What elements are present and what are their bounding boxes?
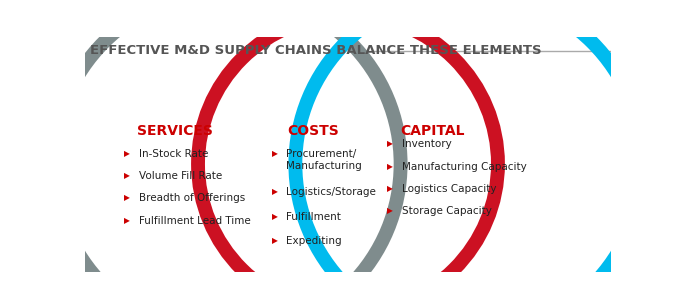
- Text: Logistics Capacity: Logistics Capacity: [402, 184, 496, 194]
- Text: Breadth of Offerings: Breadth of Offerings: [139, 193, 245, 203]
- Text: Manufacturing Capacity: Manufacturing Capacity: [402, 162, 526, 172]
- Text: SERVICES: SERVICES: [137, 124, 213, 138]
- Text: COSTS: COSTS: [287, 124, 340, 138]
- Text: ▶: ▶: [388, 139, 393, 148]
- Text: Fulfillment Lead Time: Fulfillment Lead Time: [139, 216, 251, 226]
- Text: Procurement/
Manufacturing: Procurement/ Manufacturing: [286, 149, 362, 171]
- Text: Expediting: Expediting: [286, 237, 342, 246]
- Text: ▶: ▶: [388, 206, 393, 215]
- Text: Inventory: Inventory: [402, 139, 452, 149]
- Text: ▶: ▶: [272, 187, 278, 196]
- Text: EFFECTIVE M&D SUPPLY CHAINS BALANCE THESE ELEMENTS: EFFECTIVE M&D SUPPLY CHAINS BALANCE THES…: [90, 44, 542, 57]
- Text: CAPITAL: CAPITAL: [401, 124, 465, 138]
- Text: ▶: ▶: [124, 193, 130, 202]
- Text: ▶: ▶: [272, 237, 278, 245]
- Text: ▶: ▶: [388, 184, 393, 193]
- Text: ▶: ▶: [124, 171, 130, 180]
- Text: ▶: ▶: [124, 149, 130, 158]
- Text: Fulfillment: Fulfillment: [286, 212, 341, 222]
- Text: In-Stock Rate: In-Stock Rate: [139, 149, 208, 159]
- Text: Storage Capacity: Storage Capacity: [402, 206, 492, 216]
- Text: Logistics/Storage: Logistics/Storage: [286, 187, 375, 197]
- Text: Volume Fill Rate: Volume Fill Rate: [139, 171, 222, 181]
- Text: ▶: ▶: [272, 212, 278, 221]
- Text: ▶: ▶: [124, 216, 130, 225]
- Text: ▶: ▶: [388, 162, 393, 171]
- Text: ▶: ▶: [272, 149, 278, 158]
